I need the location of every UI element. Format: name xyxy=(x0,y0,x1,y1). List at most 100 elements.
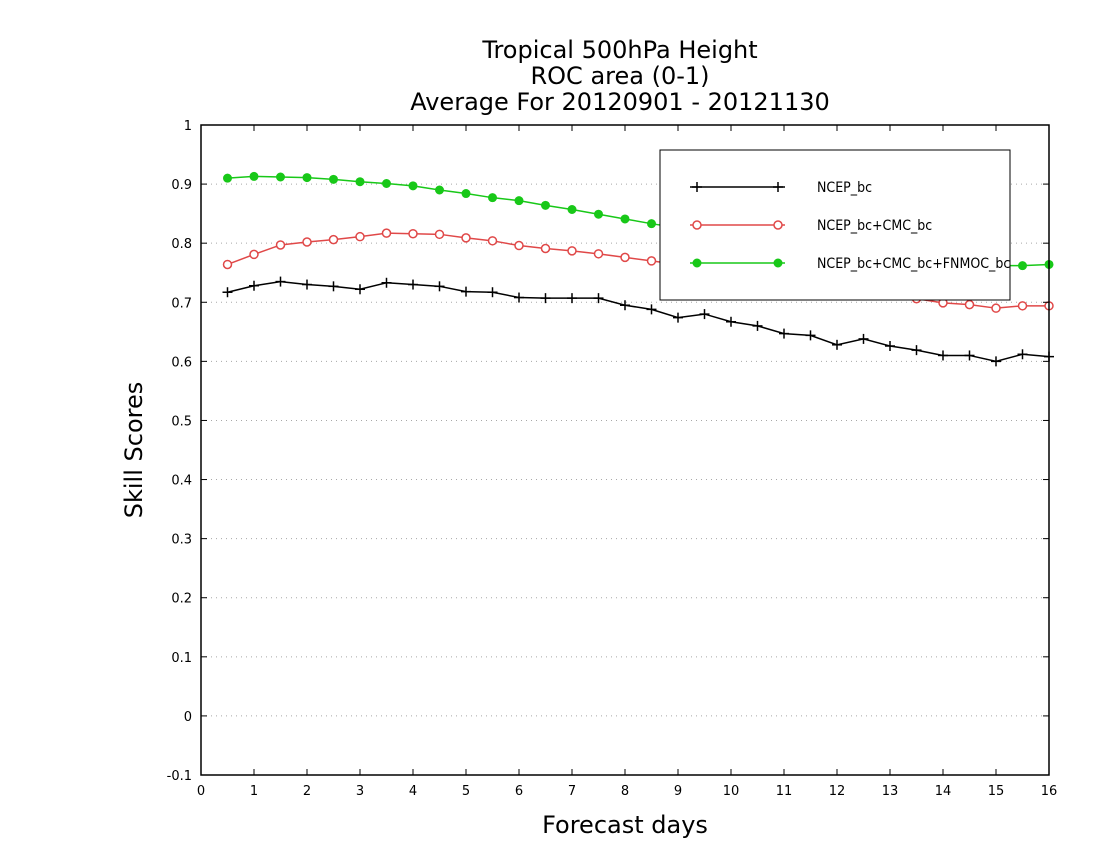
y-tick-label: 0.7 xyxy=(171,296,192,311)
data-point xyxy=(249,171,259,181)
data-point xyxy=(408,181,418,191)
data-point xyxy=(773,182,783,192)
data-point xyxy=(832,339,842,350)
data-point xyxy=(773,258,783,268)
x-tick-label: 8 xyxy=(621,784,629,799)
x-axis-ticks: 0 1 2 3 4 5 6 7 8 9 10 11 12 13 14 15 16 xyxy=(197,125,1057,799)
data-point xyxy=(991,356,1001,367)
chart-title-line: ROC area (0-1) xyxy=(530,62,709,90)
y-tick-label: -0.1 xyxy=(167,769,192,784)
data-point xyxy=(692,258,702,268)
y-tick-label: 0 xyxy=(184,710,192,725)
x-tick-label: 16 xyxy=(1041,784,1058,799)
x-tick-label: 13 xyxy=(882,784,899,799)
data-point xyxy=(328,234,339,245)
data-point xyxy=(461,286,471,297)
x-tick-label: 12 xyxy=(829,784,846,799)
legend-item: NCEP_bc+CMC_bc+FNMOC_bc xyxy=(690,256,1010,272)
data-point xyxy=(673,312,683,323)
data-point xyxy=(646,256,657,266)
data-point xyxy=(541,200,550,210)
y-tick-label: 0.6 xyxy=(171,355,192,370)
series-ncep-bc xyxy=(222,276,1054,367)
legend-item: NCEP_bc xyxy=(690,180,872,196)
data-point xyxy=(646,304,657,315)
data-point xyxy=(381,228,392,238)
x-tick-label: 5 xyxy=(462,784,470,799)
y-tick-label: 1 xyxy=(184,119,192,134)
data-point xyxy=(275,276,286,287)
data-point xyxy=(752,320,763,331)
data-point xyxy=(328,281,339,292)
data-point xyxy=(567,293,577,304)
data-point xyxy=(435,185,444,195)
x-axis-label: Forecast days xyxy=(542,811,708,839)
data-point xyxy=(593,293,604,304)
legend-label: NCEP_bc xyxy=(817,180,872,196)
data-point xyxy=(620,214,630,224)
data-point xyxy=(567,205,577,214)
data-point xyxy=(540,243,551,254)
data-point xyxy=(938,350,948,361)
data-point xyxy=(991,303,1001,313)
data-point xyxy=(223,173,232,183)
x-tick-label: 3 xyxy=(356,784,364,799)
y-tick-label: 0.3 xyxy=(171,533,192,548)
y-axis-label: Skill Scores xyxy=(120,382,148,519)
x-tick-label: 14 xyxy=(935,784,952,799)
x-tick-label: 2 xyxy=(303,784,311,799)
data-point xyxy=(773,220,783,230)
data-point xyxy=(620,252,630,263)
data-point xyxy=(1017,349,1028,360)
data-point xyxy=(647,219,656,229)
data-point xyxy=(382,179,391,188)
x-tick-label: 6 xyxy=(515,784,523,799)
y-tick-label: 0.5 xyxy=(171,414,192,429)
data-point xyxy=(1017,301,1028,311)
data-point xyxy=(408,228,418,239)
data-point xyxy=(964,299,975,310)
data-point xyxy=(276,172,285,182)
data-point xyxy=(249,249,259,260)
x-tick-label: 7 xyxy=(568,784,576,799)
chart-title-line: Tropical 500hPa Height xyxy=(481,36,757,64)
data-point xyxy=(222,287,233,298)
data-point xyxy=(487,236,498,246)
data-point xyxy=(858,333,869,344)
legend-item: NCEP_bc+CMC_bc xyxy=(690,218,932,234)
data-point xyxy=(620,300,630,311)
data-point xyxy=(805,330,816,341)
data-point xyxy=(514,240,524,251)
data-point xyxy=(593,249,604,259)
data-point xyxy=(408,279,418,290)
data-point xyxy=(275,240,286,250)
y-tick-label: 0.4 xyxy=(171,474,192,489)
data-point xyxy=(329,174,338,184)
data-point xyxy=(1018,261,1027,271)
legend-label: NCEP_bc+CMC_bc xyxy=(817,218,932,234)
data-point xyxy=(222,259,233,270)
data-point xyxy=(540,293,551,304)
data-point xyxy=(302,279,312,290)
data-point xyxy=(779,328,789,339)
x-tick-label: 0 xyxy=(197,784,205,799)
data-point xyxy=(699,309,710,320)
legend: NCEP_bc NCEP_bc+CMC_bc NCEP_bc+CMC_bc+FNMO… xyxy=(659,149,1011,301)
y-tick-label: 0.1 xyxy=(171,651,192,666)
y-tick-label: 0.2 xyxy=(171,592,192,607)
data-point xyxy=(355,231,365,242)
y-tick-label: 0.9 xyxy=(171,178,192,193)
data-point xyxy=(249,280,259,291)
x-tick-label: 4 xyxy=(409,784,417,799)
x-tick-label: 15 xyxy=(988,784,1005,799)
x-tick-label: 1 xyxy=(250,784,258,799)
data-point xyxy=(692,182,702,192)
y-axis-ticks: -0.1 0 0.1 0.2 0.3 0.4 0.5 0.6 0.7 0.8 0.9 1 xyxy=(167,119,1049,784)
data-point xyxy=(487,287,498,298)
data-point xyxy=(302,173,312,183)
x-tick-label: 9 xyxy=(674,784,682,799)
legend-label: NCEP_bc+CMC_bc+FNMOC_bc xyxy=(817,256,1010,272)
data-point xyxy=(355,284,365,295)
